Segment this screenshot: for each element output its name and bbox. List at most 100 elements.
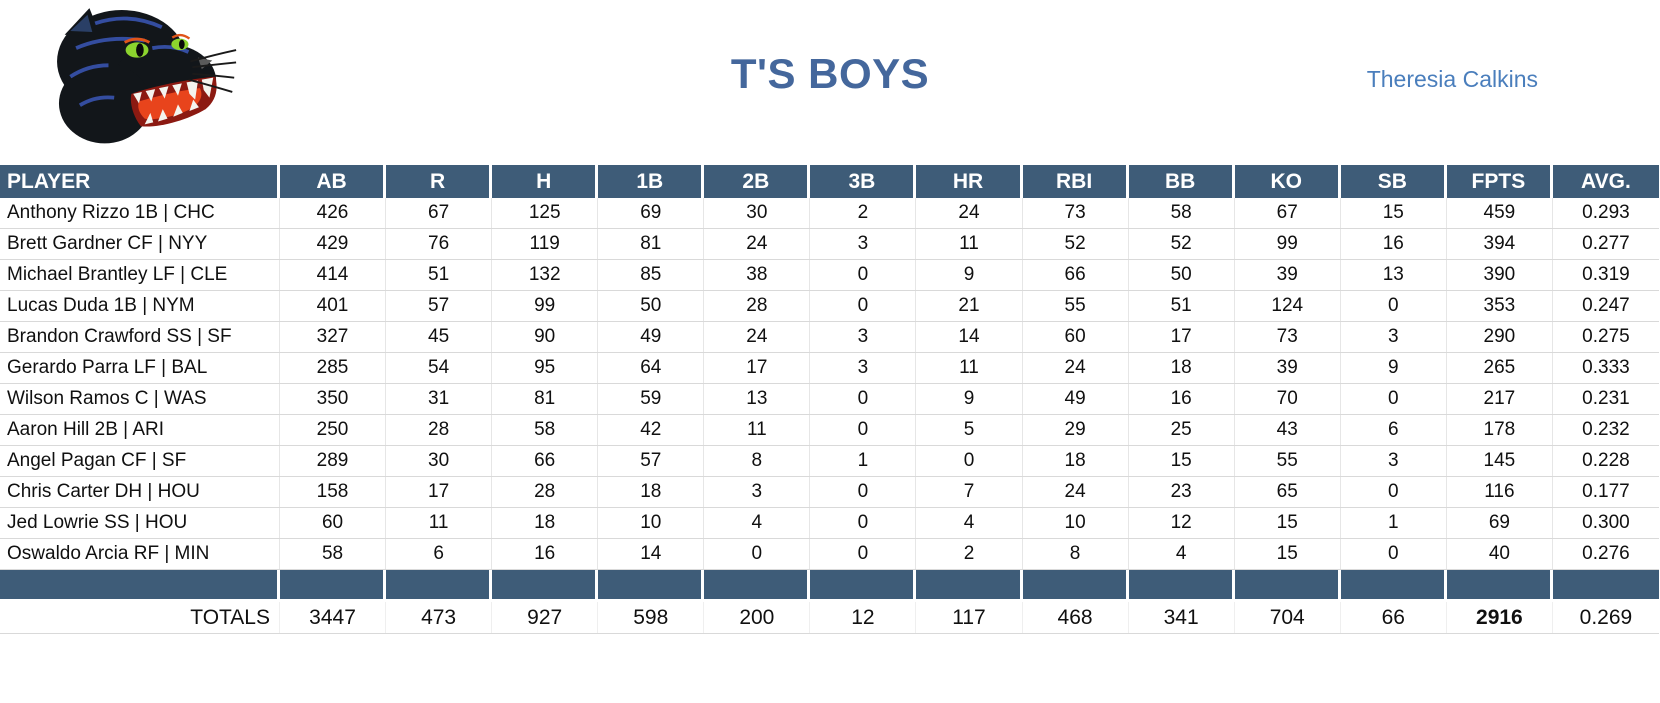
column-header-hr: HR	[916, 165, 1023, 198]
stat-hr: 5	[916, 415, 1023, 445]
stat-2b: 11	[704, 415, 811, 445]
stat-h: 28	[492, 477, 599, 507]
stat-sb: 13	[1341, 260, 1447, 290]
totals-row: TOTALS 3447 473 927 598 200 12 117 468 341 704 66 29…	[0, 602, 1659, 634]
stat-2b: 3	[704, 477, 811, 507]
stat-3b: 0	[810, 415, 917, 445]
stat-h: 18	[492, 508, 599, 538]
total-ab: 3447	[280, 602, 387, 633]
stat-fpts: 394	[1447, 229, 1553, 259]
total-1b: 598	[598, 602, 705, 633]
player-row: Michael Brantley LF | CLE 414 51 132 85 38 0 9 6…	[0, 260, 1659, 291]
stat-fpts: 116	[1447, 477, 1553, 507]
stat-avg: 0.231	[1582, 388, 1630, 409]
player-name: Angel Pagan CF | SF	[0, 446, 280, 476]
player-row: Aaron Hill 2B | ARI 250 28 58 42 11 0 5 29 25 43 6 1…	[0, 415, 1659, 446]
stat-avg: 0.247	[1582, 295, 1630, 316]
table-header-row: PLAYER AB R H 1B 2B 3B HR RBI BB KO SB FPTS AVG.	[0, 165, 1659, 198]
stat-ko: 99	[1235, 229, 1341, 259]
stat-2b: 4	[704, 508, 811, 538]
stat-rbi: 8	[1023, 539, 1129, 569]
stat-hr: 9	[916, 260, 1023, 290]
stat-3b: 0	[810, 291, 917, 321]
divider-cell	[280, 570, 387, 599]
stat-fpts: 390	[1447, 260, 1553, 290]
stat-hr: 0	[916, 446, 1023, 476]
player-name: Brett Gardner CF | NYY	[0, 229, 280, 259]
total-2b: 200	[704, 602, 811, 633]
stat-h: 95	[492, 353, 599, 383]
divider-cell	[916, 570, 1023, 599]
stat-h: 132	[492, 260, 599, 290]
column-header-3b: 3B	[810, 165, 917, 198]
column-header-h: H	[492, 165, 599, 198]
stat-ko: 124	[1235, 291, 1341, 321]
stat-bb: 4	[1129, 539, 1235, 569]
stat-sb: 1	[1341, 508, 1447, 538]
column-header-player: PLAYER	[0, 165, 280, 198]
stat-2b: 17	[704, 353, 811, 383]
stat-3b: 2	[810, 198, 917, 228]
divider-cell	[492, 570, 599, 599]
stat-1b: 81	[598, 229, 705, 259]
stat-2b: 30	[704, 198, 811, 228]
stat-sb: 0	[1341, 539, 1447, 569]
stat-h: 99	[492, 291, 599, 321]
stat-sb: 6	[1341, 415, 1447, 445]
stat-rbi: 24	[1023, 477, 1129, 507]
stat-3b: 0	[810, 539, 917, 569]
total-sb: 66	[1341, 602, 1447, 633]
stat-3b: 0	[810, 508, 917, 538]
divider-cell	[386, 570, 493, 599]
stat-hr: 21	[916, 291, 1023, 321]
player-name: Brandon Crawford SS | SF	[0, 322, 280, 352]
stat-ko: 15	[1235, 508, 1341, 538]
stat-bb: 58	[1129, 198, 1235, 228]
stat-fpts: 217	[1447, 384, 1553, 414]
player-name: Chris Carter DH | HOU	[0, 477, 280, 507]
column-header-2b: 2B	[704, 165, 811, 198]
player-name: Aaron Hill 2B | ARI	[0, 415, 280, 445]
stats-table: PLAYER AB R H 1B 2B 3B HR RBI BB KO SB FPTS AVG. Antho…	[0, 165, 1659, 634]
stat-ab: 158	[280, 477, 387, 507]
stat-ab: 426	[280, 198, 387, 228]
player-row: Gerardo Parra LF | BAL 285 54 95 64 17 3 11 24 18…	[0, 353, 1659, 384]
stat-bb: 52	[1129, 229, 1235, 259]
stat-hr: 7	[916, 477, 1023, 507]
stat-r: 51	[386, 260, 493, 290]
total-bb: 341	[1129, 602, 1235, 633]
stat-rbi: 10	[1023, 508, 1129, 538]
column-header-avg: AVG.	[1552, 165, 1659, 198]
stat-rbi: 55	[1023, 291, 1129, 321]
player-row: Angel Pagan CF | SF 289 30 66 57 8 1 0 18 15 55 3 14…	[0, 446, 1659, 477]
stat-avg: 0.293	[1582, 202, 1630, 223]
stat-r: 17	[386, 477, 493, 507]
stat-h: 81	[492, 384, 599, 414]
stat-rbi: 29	[1023, 415, 1129, 445]
stat-ab: 58	[280, 539, 387, 569]
stat-sb: 15	[1341, 198, 1447, 228]
stat-3b: 0	[810, 260, 917, 290]
player-row: Chris Carter DH | HOU 158 17 28 18 3 0 7 24 23 65 0…	[0, 477, 1659, 508]
stat-avg: 0.277	[1582, 233, 1630, 254]
stat-ab: 414	[280, 260, 387, 290]
player-name: Gerardo Parra LF | BAL	[0, 353, 280, 383]
stat-rbi: 18	[1023, 446, 1129, 476]
stat-1b: 59	[598, 384, 705, 414]
owner-name: Theresia Calkins	[1366, 66, 1538, 92]
stat-rbi: 24	[1023, 353, 1129, 383]
stat-ab: 350	[280, 384, 387, 414]
stat-rbi: 66	[1023, 260, 1129, 290]
stat-avg: 0.319	[1582, 264, 1630, 285]
column-header-fpts: FPTS	[1446, 165, 1553, 198]
panther-head-icon	[57, 8, 237, 144]
column-header-r: R	[386, 165, 493, 198]
stat-sb: 9	[1341, 353, 1447, 383]
stat-ko: 65	[1235, 477, 1341, 507]
stat-avg: 0.228	[1582, 450, 1630, 471]
total-r: 473	[386, 602, 493, 633]
stat-r: 11	[386, 508, 493, 538]
column-header-rbi: RBI	[1022, 165, 1129, 198]
stat-3b: 3	[810, 322, 917, 352]
player-name: Lucas Duda 1B | NYM	[0, 291, 280, 321]
